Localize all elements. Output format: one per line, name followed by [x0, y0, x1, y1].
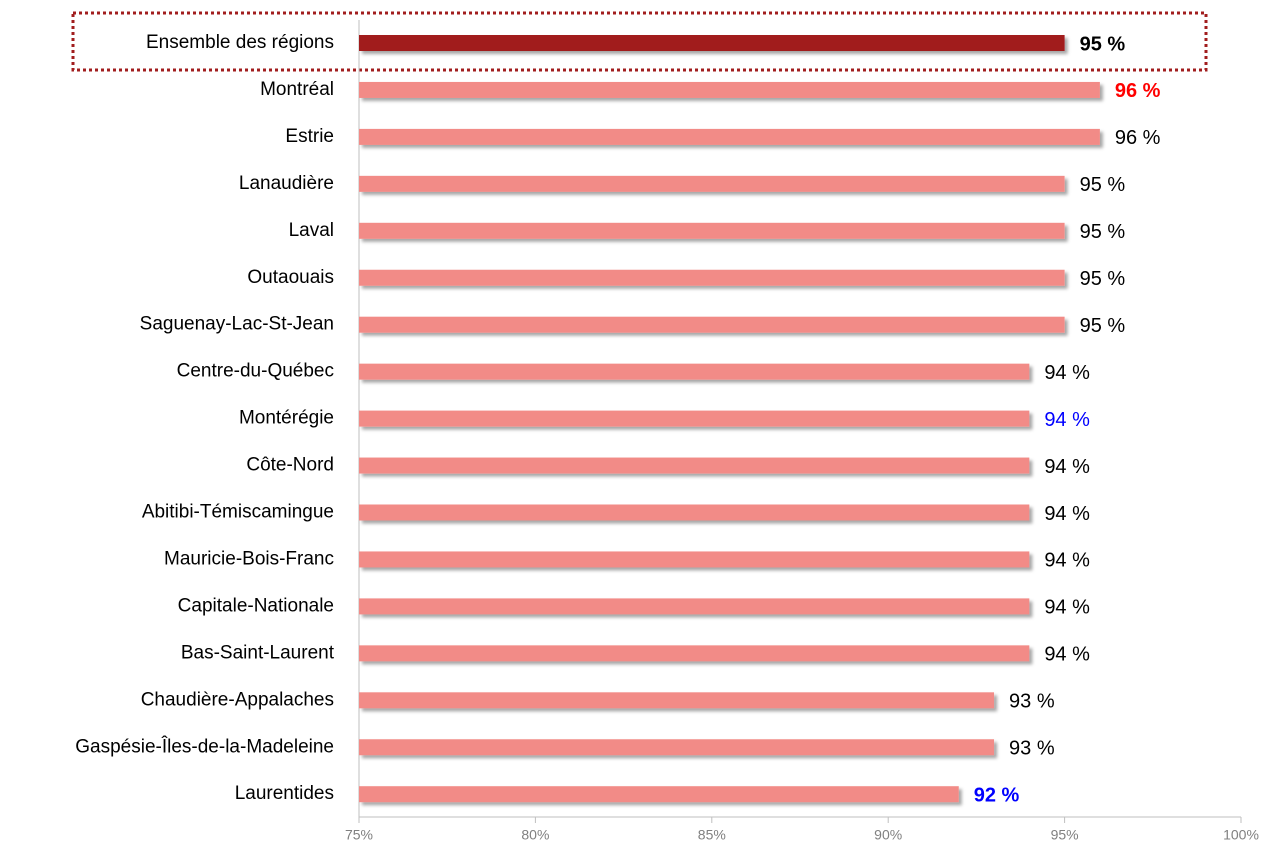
- category-label: Abitibi-Témiscamingue: [142, 502, 334, 523]
- value-label: 96 %: [1115, 80, 1161, 102]
- value-label: 94 %: [1044, 597, 1090, 619]
- highlight-box: [71, 11, 1208, 72]
- value-label: 94 %: [1044, 409, 1090, 431]
- value-label: 94 %: [1044, 644, 1090, 666]
- category-label: Mauricie-Bois-Franc: [164, 548, 334, 569]
- bar: [359, 551, 1030, 568]
- value-label: 93 %: [1009, 738, 1055, 760]
- category-label: Montréal: [260, 79, 334, 100]
- category-label: Saguenay-Lac-St-Jean: [140, 314, 334, 335]
- category-label: Côte-Nord: [246, 455, 334, 476]
- bar: [359, 786, 959, 803]
- bar: [359, 128, 1100, 145]
- value-label: 92 %: [974, 784, 1020, 806]
- bar: [359, 363, 1030, 380]
- value-label: 94 %: [1044, 503, 1090, 525]
- category-label: Bas-Saint-Laurent: [181, 642, 335, 663]
- category-label: Lanaudière: [239, 173, 334, 194]
- x-tick-label: 80%: [521, 827, 549, 843]
- value-label: 93 %: [1009, 691, 1055, 713]
- bar: [359, 692, 995, 709]
- category-label: Laval: [289, 220, 334, 241]
- value-label: 94 %: [1044, 456, 1090, 478]
- bar: [359, 316, 1065, 333]
- bar: [359, 457, 1030, 474]
- category-label: Laurentides: [235, 783, 334, 804]
- bar: [359, 81, 1100, 98]
- category-label: Outaouais: [247, 267, 334, 288]
- category-label: Montérégie: [239, 408, 334, 429]
- bar: [359, 269, 1065, 286]
- category-label: Centre-du-Québec: [177, 361, 334, 382]
- bar: [359, 222, 1065, 239]
- x-tick-label: 90%: [874, 827, 902, 843]
- x-tick-label: 95%: [1051, 827, 1079, 843]
- value-label: 96 %: [1115, 127, 1161, 149]
- value-label: 95 %: [1080, 33, 1126, 55]
- x-tick-label: 100%: [1223, 827, 1259, 843]
- value-label: 94 %: [1044, 362, 1090, 384]
- category-label: Gaspésie-Îles-de-la-Madeleine: [75, 735, 334, 757]
- value-label: 95 %: [1080, 174, 1126, 196]
- value-label: 95 %: [1080, 221, 1126, 243]
- bar: [359, 175, 1065, 192]
- category-label: Estrie: [285, 126, 334, 147]
- value-label: 94 %: [1044, 550, 1090, 572]
- category-label: Capitale-Nationale: [178, 595, 334, 616]
- x-tick-label: 85%: [698, 827, 726, 843]
- x-tick-label: 75%: [345, 827, 373, 843]
- bar: [359, 35, 1065, 51]
- bar: [359, 645, 1030, 662]
- bar: [359, 598, 1030, 615]
- category-label: Chaudière-Appalaches: [141, 689, 334, 710]
- bar: [359, 410, 1030, 427]
- bar: [359, 739, 995, 756]
- bar: [359, 504, 1030, 521]
- category-label: Ensemble des régions: [146, 32, 334, 53]
- value-label: 95 %: [1080, 268, 1126, 290]
- value-label: 95 %: [1080, 315, 1126, 337]
